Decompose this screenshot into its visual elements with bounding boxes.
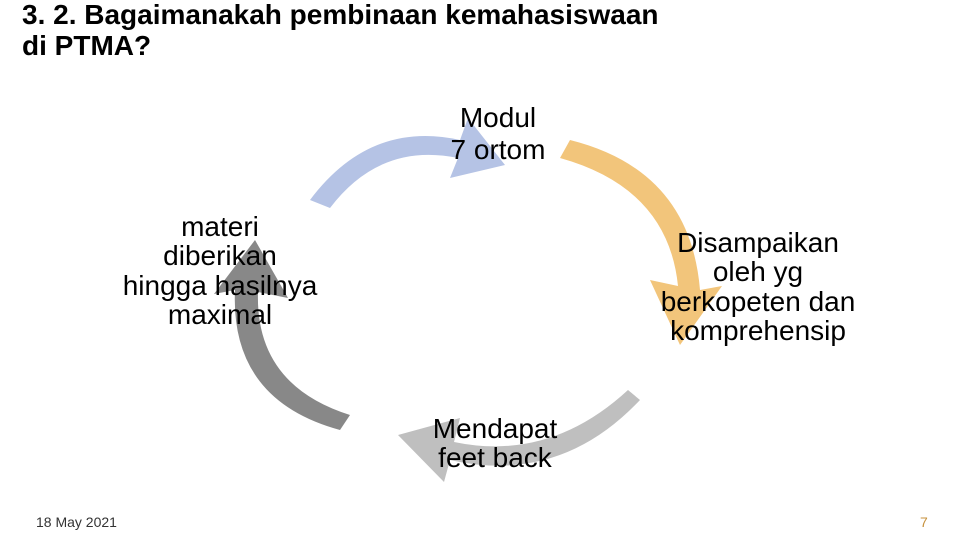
label-left-line1: materi <box>80 212 360 241</box>
label-right-line1: Disampaikan <box>618 228 898 257</box>
label-right-line4: komprehensip <box>618 316 898 345</box>
slide-title: 3. 2. Bagaimanakah pembinaan kemahasiswa… <box>22 0 672 62</box>
label-left-line2: diberikan <box>80 241 360 270</box>
label-bottom-line2: feet back <box>380 443 610 472</box>
label-left: materi diberikan hingga hasilnya maximal <box>80 212 360 330</box>
slide-date: 18 May 2021 <box>36 514 117 530</box>
label-left-line4: maximal <box>80 300 360 329</box>
slide-number: 7 <box>920 514 928 530</box>
label-right: Disampaikan oleh yg berkopeten dan kompr… <box>618 228 898 346</box>
label-bottom-line1: Mendapat <box>380 414 610 443</box>
label-bottom: Mendapat feet back <box>380 414 610 473</box>
label-top-line2: 7 ortom <box>398 134 598 166</box>
label-top: Modul 7 ortom <box>398 102 598 166</box>
label-right-line3: berkopeten dan <box>618 287 898 316</box>
label-right-line2: oleh yg <box>618 257 898 286</box>
label-left-line3: hingga hasilnya <box>80 271 360 300</box>
label-top-line1: Modul <box>398 102 598 134</box>
